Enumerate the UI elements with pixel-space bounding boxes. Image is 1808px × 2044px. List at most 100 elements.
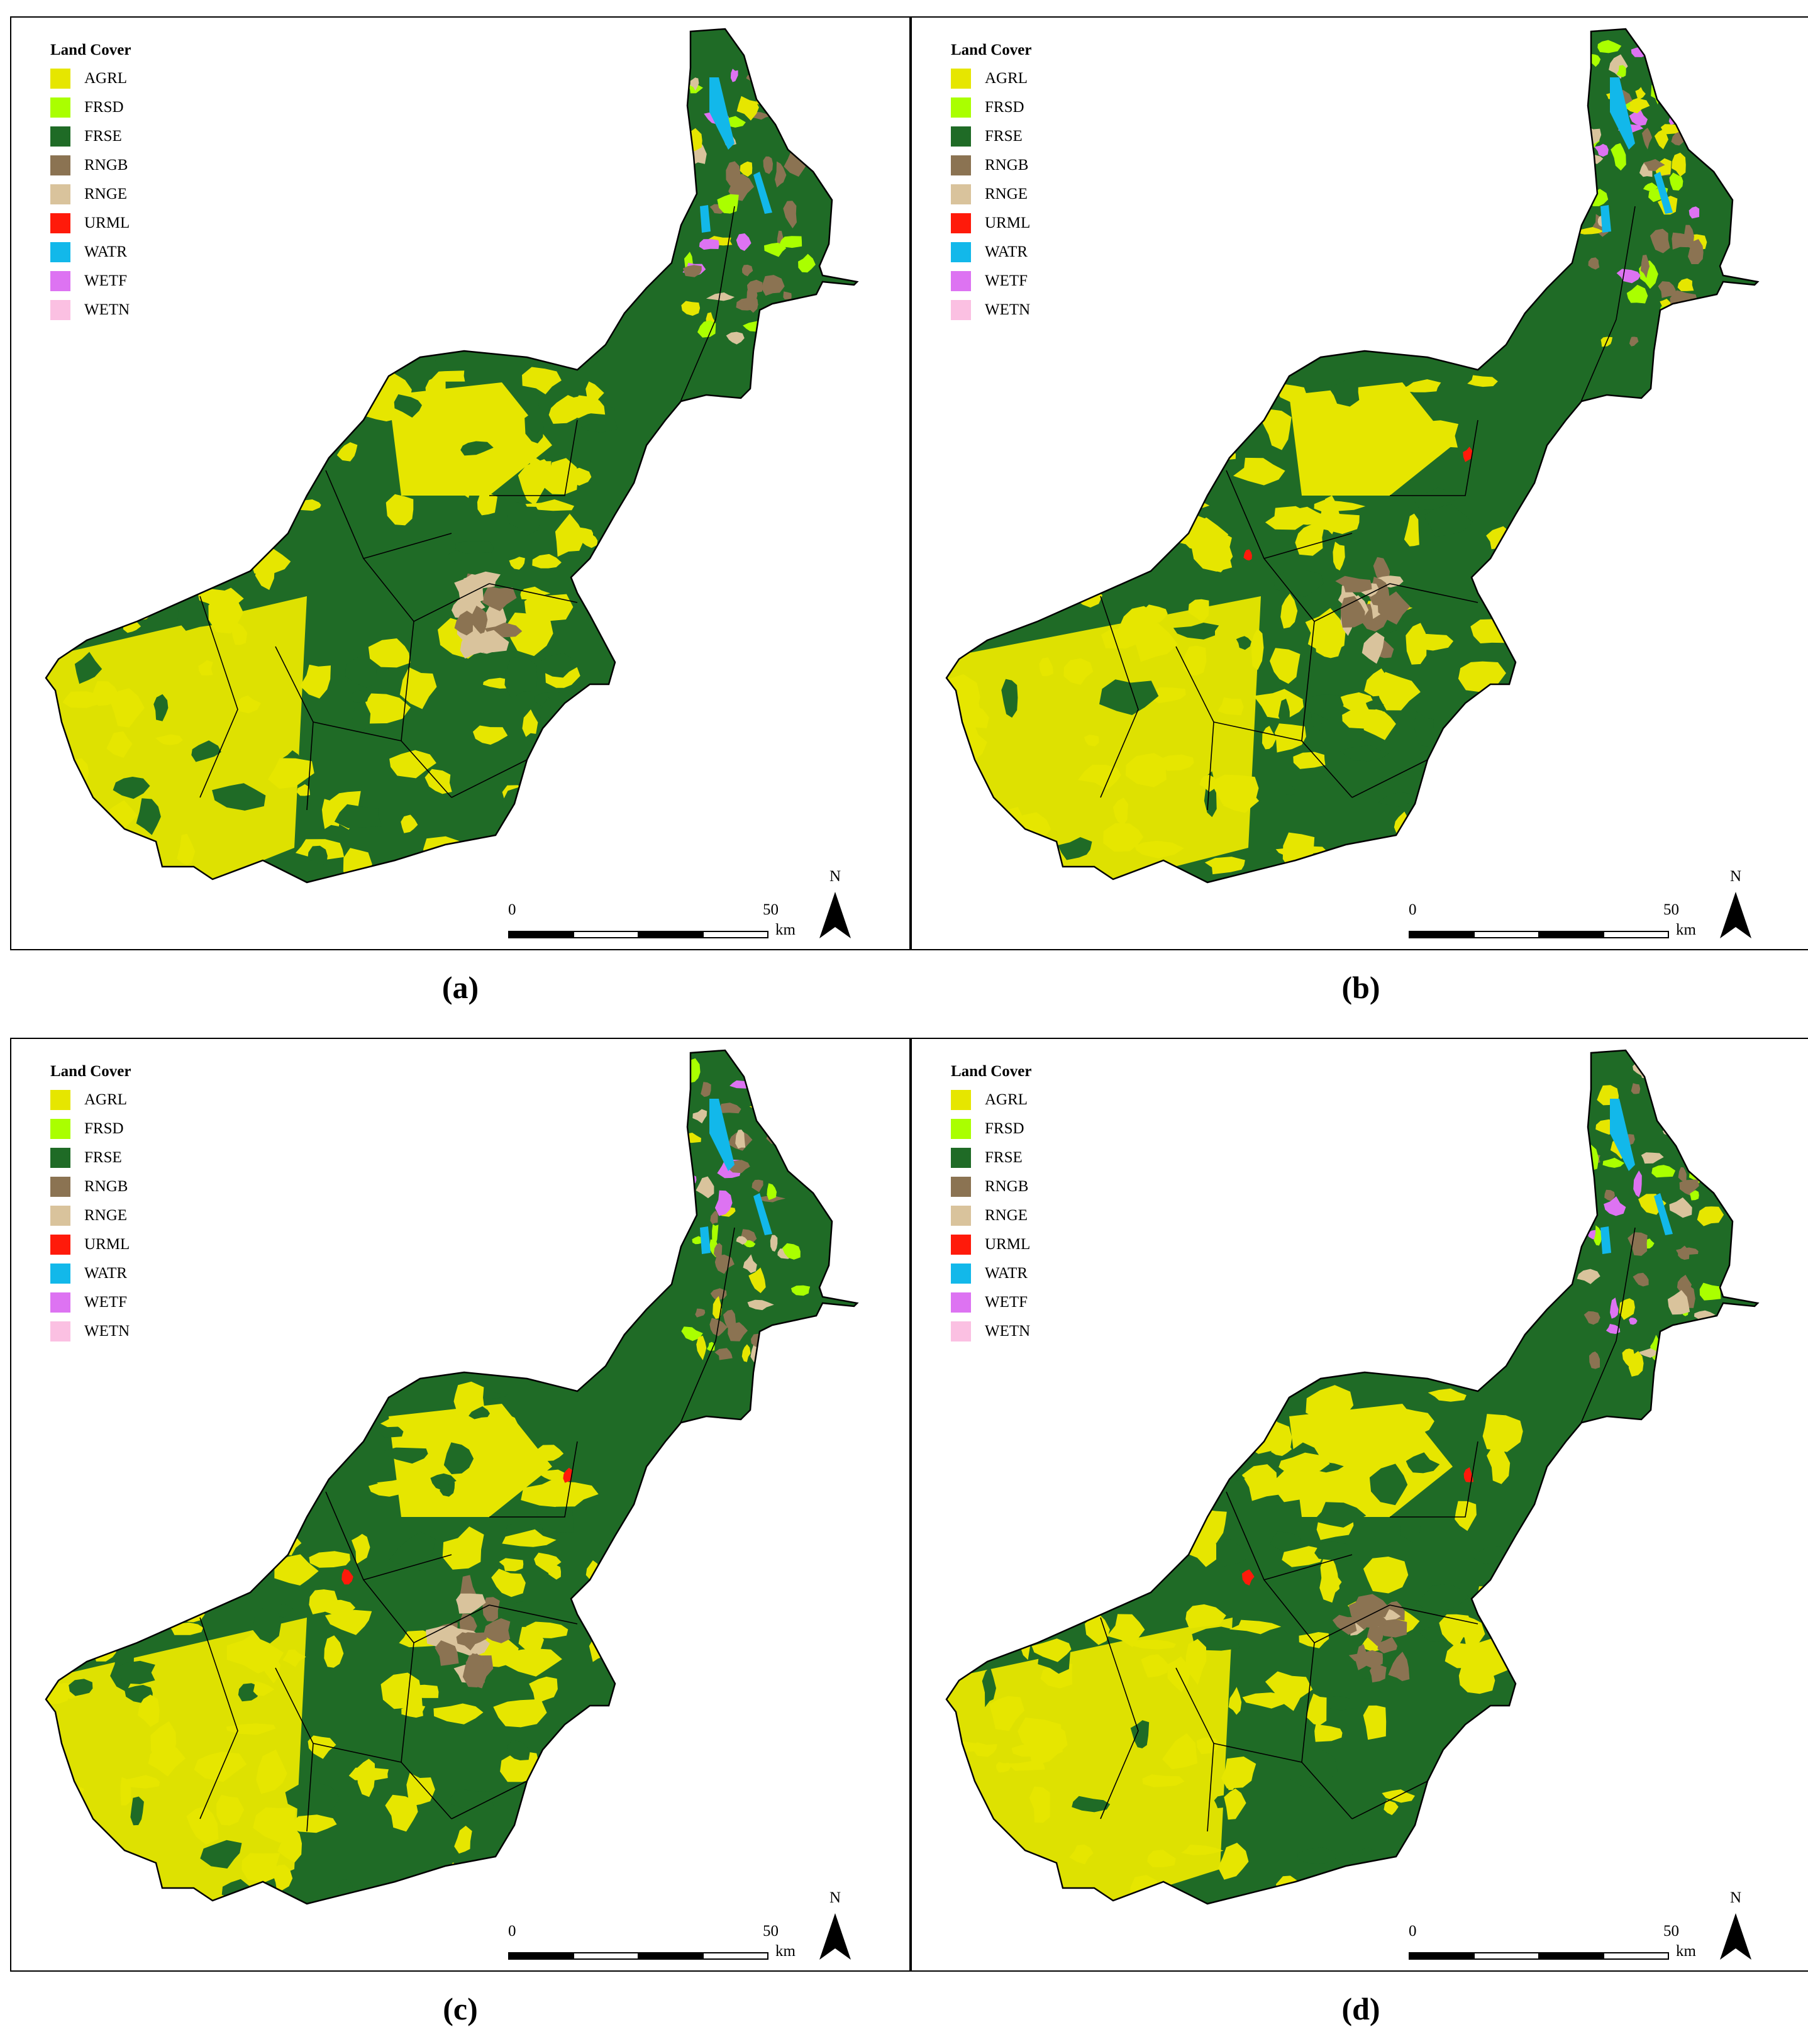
- land-patch: [997, 1386, 1041, 1416]
- land-patch: [308, 1735, 336, 1759]
- land-patch: [1277, 384, 1307, 405]
- scale-segment-1: [508, 931, 574, 938]
- rangeland-patch: [462, 1653, 485, 1687]
- legend-title: Land Cover: [951, 1063, 1032, 1080]
- land-patch: [502, 786, 536, 830]
- land-patch: [748, 1267, 766, 1294]
- land-patch: [113, 524, 155, 550]
- land-patch: [441, 1873, 465, 1884]
- land-patch: [1262, 409, 1292, 450]
- land-patch: [1265, 1671, 1313, 1711]
- land-patch: [770, 1235, 778, 1252]
- land-patch: [1602, 1157, 1624, 1168]
- land-patch: [690, 77, 699, 91]
- legend-label: FRSD: [985, 99, 1024, 116]
- panel-caption: (a): [441, 970, 479, 1005]
- land-patch: [1282, 1546, 1323, 1567]
- land-patch: [741, 264, 753, 277]
- land-patch: [567, 1872, 597, 1904]
- land-patch: [420, 1497, 441, 1512]
- land-patch: [1399, 379, 1441, 392]
- land-patch: [148, 1741, 186, 1777]
- land-patch: [1058, 837, 1092, 860]
- legend-label: URML: [985, 1236, 1031, 1253]
- land-patch: [226, 1723, 276, 1735]
- legend-swatch: [50, 184, 70, 204]
- land-patch: [1162, 1733, 1198, 1770]
- land-patch: [1181, 1844, 1224, 1855]
- land-patch: [1089, 486, 1123, 510]
- land-patch: [1406, 1452, 1440, 1474]
- subbasin-boundary: [1263, 1554, 1353, 1580]
- legend-label: WATR: [985, 243, 1028, 260]
- urban-patch: [341, 1569, 353, 1585]
- land-patch: [1423, 504, 1473, 538]
- land-patch: [1136, 406, 1163, 446]
- subbasin-boundary: [489, 419, 578, 496]
- land-patch: [62, 691, 104, 708]
- legend-label: WETN: [84, 1323, 130, 1340]
- rangeland-patch: [483, 1618, 511, 1643]
- land-patch: [1039, 657, 1053, 677]
- land-patch: [177, 833, 196, 865]
- land-patch: [1185, 1604, 1226, 1629]
- land-patch: [981, 1841, 1001, 1880]
- land-patch: [1363, 711, 1396, 740]
- legend-item-rngb: RNGB: [951, 1172, 1031, 1201]
- land-patch: [57, 1580, 71, 1599]
- land-patch: [1674, 1131, 1690, 1141]
- land-patch: [467, 1862, 484, 1891]
- land-patch: [253, 1807, 296, 1843]
- land-patch: [1007, 572, 1032, 608]
- land-patch: [1005, 1607, 1031, 1628]
- land-patch: [1700, 84, 1713, 102]
- land-patch: [482, 453, 516, 483]
- urban-patch: [1563, 452, 1574, 465]
- land-patch: [1273, 570, 1324, 597]
- north-label: N: [1729, 868, 1742, 885]
- land-patch: [1583, 1311, 1600, 1325]
- legend-swatch: [951, 97, 971, 118]
- rangeland-patch: [456, 1593, 486, 1614]
- land-patch: [1697, 1112, 1706, 1128]
- land-patch: [238, 1683, 259, 1702]
- land-patch: [172, 1586, 186, 1609]
- land-patch: [1280, 593, 1298, 629]
- land-patch: [798, 253, 816, 273]
- land-patch: [780, 120, 806, 144]
- land-patch: [1446, 831, 1482, 862]
- land-patch: [1224, 1788, 1246, 1820]
- land-patch: [1233, 457, 1285, 486]
- land-patch: [1702, 132, 1712, 150]
- land-patch: [205, 1397, 257, 1435]
- map-frame: Land Cover AGRL FRSD FRSE RNGB RNGE URML WATR W…: [10, 1038, 911, 1972]
- land-patch: [1279, 785, 1297, 796]
- land-patch: [247, 1502, 289, 1540]
- land-patch: [442, 1526, 484, 1570]
- land-patch: [145, 1381, 181, 1409]
- land-patch: [1262, 726, 1277, 750]
- subbasin-boundary: [489, 1441, 578, 1518]
- panel-d: Land Cover AGRL FRSD FRSE RNGB RNGE URML WATR W…: [911, 1038, 1808, 2027]
- land-patch: [1001, 1441, 1057, 1452]
- land-patch: [51, 816, 94, 847]
- land-patch: [761, 74, 772, 85]
- land-patch: [1487, 1445, 1511, 1484]
- land-patch: [504, 1415, 518, 1435]
- land-patch: [104, 465, 150, 504]
- legend-item-rngb: RNGB: [50, 151, 131, 180]
- land-patch: [561, 738, 585, 754]
- legend-item-wetn: WETN: [50, 296, 131, 325]
- map-frame: Land Cover AGRL FRSD FRSE RNGB RNGE URML WATR W…: [10, 16, 911, 950]
- land-patch: [1236, 636, 1251, 650]
- land-patch: [368, 1481, 400, 1497]
- land-patch: [345, 351, 370, 384]
- legend-item-frse: FRSE: [951, 122, 1031, 151]
- land-patch: [1333, 542, 1345, 571]
- legend-swatch: [951, 1321, 971, 1341]
- land-patch: [783, 201, 797, 229]
- land-patch: [46, 451, 65, 490]
- land-patch: [1644, 1238, 1655, 1249]
- land-patch: [1143, 1497, 1200, 1509]
- land-patch: [1069, 1844, 1094, 1865]
